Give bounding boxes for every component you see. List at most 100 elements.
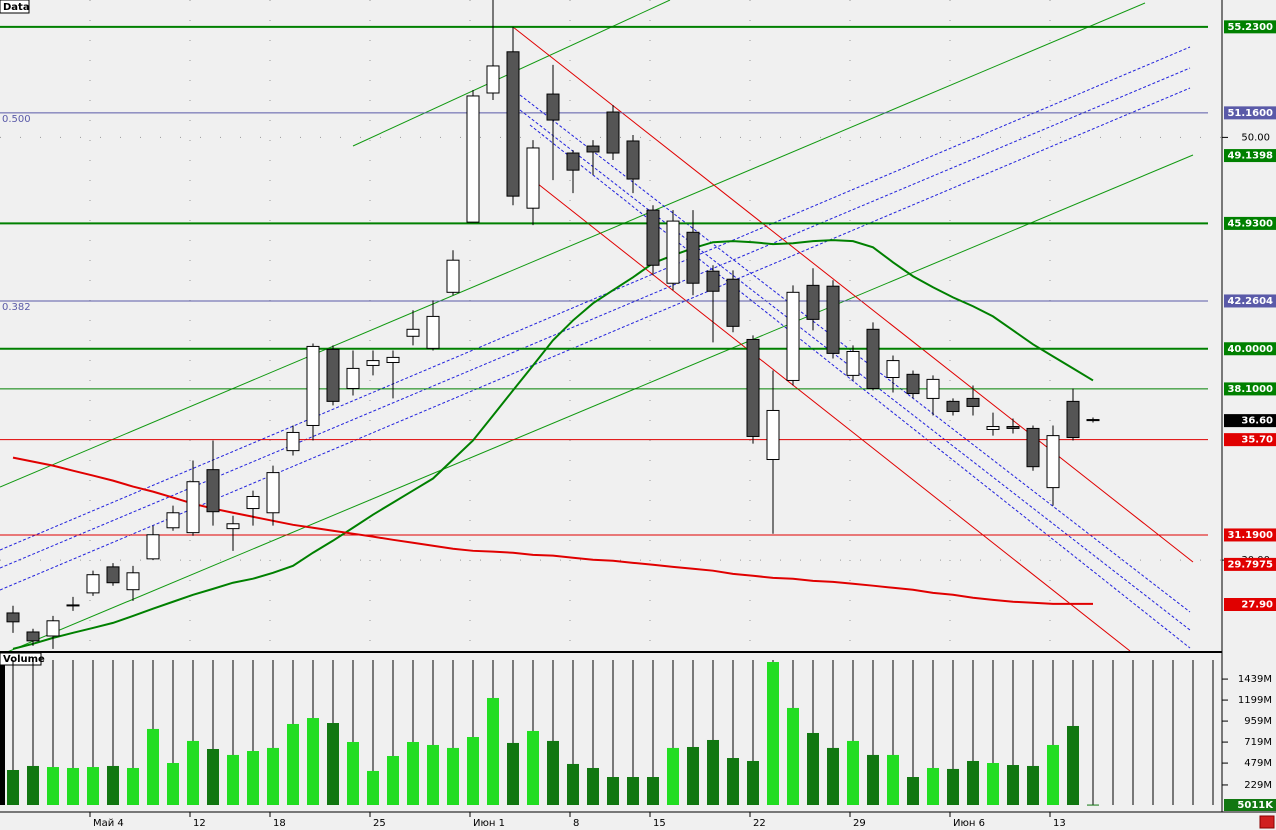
volume-bar <box>627 776 639 805</box>
x-tick-label: 15 <box>653 818 666 829</box>
candle-body <box>386 356 400 363</box>
candle-body <box>886 360 900 378</box>
trend-line <box>0 2 1146 488</box>
level-label: 29.7975 <box>1227 559 1273 570</box>
volume-bar <box>167 762 179 805</box>
candle-body <box>106 566 120 584</box>
scroll-button[interactable] <box>1259 815 1275 829</box>
volume-bar <box>367 770 379 805</box>
candle-body <box>1086 419 1100 422</box>
candle-body <box>186 481 200 534</box>
y-tick-label: 719M <box>1244 737 1272 748</box>
volume-bar <box>567 763 579 805</box>
volume-bar <box>147 728 159 805</box>
volume-bar <box>927 767 939 805</box>
trend-line <box>529 124 1191 649</box>
candle-body <box>906 373 920 395</box>
candle-body <box>946 400 960 413</box>
moving-average <box>12 239 1094 650</box>
trend-line <box>0 154 1194 656</box>
panel-label-box <box>0 652 42 666</box>
x-tick-label: 12 <box>193 818 206 829</box>
candle-body <box>1026 427 1040 468</box>
candle-body <box>366 360 380 366</box>
candle-body <box>146 534 160 560</box>
level-tag <box>1224 598 1276 611</box>
candle-body <box>286 431 300 452</box>
volume-bar <box>1027 765 1039 805</box>
volume-bar <box>67 767 79 805</box>
level-tag <box>1224 106 1276 120</box>
candle-body <box>66 604 80 607</box>
level-label: 42.2604 <box>1227 296 1273 307</box>
volume-bar <box>287 723 299 805</box>
trend-line <box>0 46 1191 551</box>
volume-tag <box>1224 799 1276 811</box>
level-tag <box>1224 149 1276 163</box>
volume-bar <box>607 776 619 805</box>
level-label: 36.60 <box>1241 416 1273 427</box>
volume-bar <box>827 747 839 805</box>
candle-body <box>506 51 520 197</box>
candle-body <box>746 338 760 437</box>
level-tag <box>1224 528 1276 542</box>
candle-body <box>966 397 980 407</box>
volume-bar <box>307 718 319 805</box>
level-label: 38.1000 <box>1227 384 1273 395</box>
y-tick-label: 1199M <box>1238 695 1272 706</box>
volume-bar <box>587 767 599 805</box>
level-tag <box>1224 433 1276 447</box>
x-tick-label: 13 <box>1053 818 1066 829</box>
x-tick-label: 25 <box>373 818 386 829</box>
candle-body <box>126 572 140 591</box>
volume-bar <box>1047 744 1059 805</box>
y-tick-label: 479M <box>1244 758 1272 769</box>
candle-body <box>786 291 800 381</box>
level-label: 35.70 <box>1241 435 1273 446</box>
candle-body <box>86 574 100 594</box>
candle-body <box>266 472 280 514</box>
level-tag <box>1224 557 1276 571</box>
candle-body <box>546 93 560 121</box>
x-tick-label: Май 4 <box>93 818 124 829</box>
candle-body <box>566 152 580 171</box>
volume-bar <box>747 760 759 805</box>
volume-bar <box>447 747 459 805</box>
level-label: 55.2300 <box>1227 22 1273 33</box>
y-tick-label: 959M <box>1244 716 1272 727</box>
level-tag <box>1224 342 1276 356</box>
candle-body <box>206 469 220 513</box>
volume-bar <box>1007 765 1019 805</box>
candle-body <box>46 620 60 637</box>
level-label: 51.1600 <box>1227 108 1273 119</box>
x-tick-label: Июн 1 <box>473 818 505 829</box>
x-tick-label: 29 <box>853 818 866 829</box>
level-label: 40.0000 <box>1227 344 1273 355</box>
volume-bar <box>227 754 239 805</box>
candle-body <box>866 328 880 389</box>
candle-body <box>706 270 720 292</box>
y-tick-label: 50.00 <box>1241 132 1270 143</box>
candle-body <box>426 315 440 349</box>
volume-bar <box>47 767 59 805</box>
x-tick-label: 8 <box>573 818 579 829</box>
volume-bar <box>247 751 259 805</box>
candle-body <box>1046 435 1060 489</box>
volume-bar <box>87 767 99 805</box>
fib-label: 0.500 <box>2 114 31 125</box>
candle-body <box>466 95 480 223</box>
volume-bar <box>687 746 699 805</box>
volume-bar <box>207 748 219 805</box>
volume-bar <box>407 741 419 805</box>
level-tag <box>1224 20 1276 34</box>
x-tick-label: Июн 6 <box>953 818 985 829</box>
volume-bar <box>907 776 919 805</box>
volume-bar <box>7 769 19 805</box>
volume-bar <box>107 765 119 805</box>
candle-body <box>1066 400 1080 439</box>
volume-bar <box>707 739 719 805</box>
volume-bar <box>527 730 539 805</box>
level-label: 27.90 <box>1241 600 1273 611</box>
volume-bar <box>547 740 559 805</box>
